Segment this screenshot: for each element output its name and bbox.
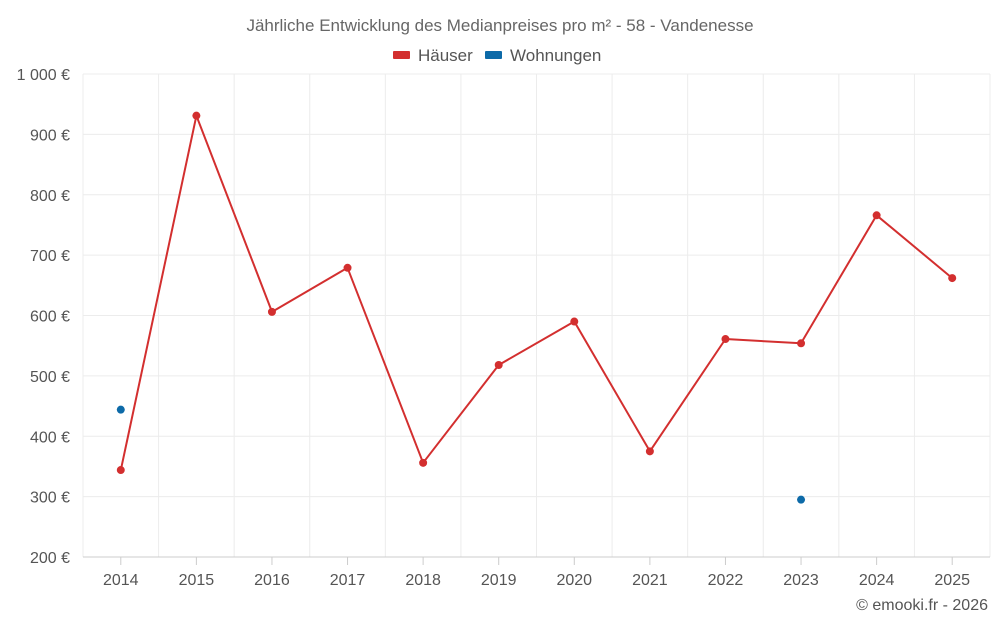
x-tick-label-2018: 2018 <box>405 572 441 589</box>
y-axis: 200 € 300 € 400 € 500 € 600 € 700 € 800 € 900 €… <box>17 67 70 567</box>
y-tick-label: 400 € <box>30 429 70 446</box>
data-point-haeuser-2015[interactable] <box>192 111 201 120</box>
y-tick-label: 500 € <box>30 369 70 386</box>
data-point-haeuser-2019[interactable] <box>494 361 503 370</box>
y-tick-label: 800 € <box>30 188 70 205</box>
data-point-haeuser-2024[interactable] <box>872 211 881 220</box>
data-point-haeuser-2018[interactable] <box>419 458 428 467</box>
x-tick-label-2025: 2025 <box>934 572 970 589</box>
series-haeuser <box>116 111 957 475</box>
legend: Häuser Wohnungen <box>393 46 601 65</box>
series-line-haeuser <box>119 114 953 471</box>
credit-text: © emooki.fr - 2026 <box>856 597 988 614</box>
x-tick-label-2019: 2019 <box>481 572 517 589</box>
legend-item-wohnungen[interactable]: Wohnungen <box>485 46 601 65</box>
data-point-haeuser-2016[interactable] <box>267 307 276 316</box>
legend-label-wohnungen: Wohnungen <box>510 46 601 65</box>
y-tick-label: 1 000 € <box>17 67 70 84</box>
chart-title: Jährliche Entwicklung des Medianpreises … <box>246 16 753 35</box>
data-point-haeuser-2022[interactable] <box>721 335 730 344</box>
x-tick-label-2021: 2021 <box>632 572 668 589</box>
y-tick-label: 200 € <box>30 550 70 567</box>
data-point-haeuser-2020[interactable] <box>570 317 579 326</box>
x-tick-label-2022: 2022 <box>708 572 744 589</box>
y-tick-label: 700 € <box>30 248 70 265</box>
x-axis: 2014 2015 2016 2017 2018 2019 2020 2021 2022 2023… <box>83 556 990 589</box>
legend-item-haeuser[interactable]: Häuser <box>393 46 473 65</box>
legend-swatch-haeuser <box>393 51 410 59</box>
x-tick-label-2015: 2015 <box>179 572 215 589</box>
data-point-haeuser-2017[interactable] <box>343 263 352 272</box>
data-point-haeuser-2014[interactable] <box>116 466 125 475</box>
legend-swatch-wohnungen <box>485 51 502 59</box>
grid <box>82 73 991 557</box>
x-tick-label-2024: 2024 <box>859 572 895 589</box>
x-tick-label-2016: 2016 <box>254 572 290 589</box>
data-point-haeuser-2021[interactable] <box>645 447 654 456</box>
y-tick-label: 300 € <box>30 490 70 507</box>
data-point-wohnungen-2023[interactable] <box>797 495 806 504</box>
y-tick-label: 600 € <box>30 309 70 326</box>
data-point-wohnungen-2014[interactable] <box>116 405 125 414</box>
legend-label-haeuser: Häuser <box>418 46 473 65</box>
data-point-haeuser-2023[interactable] <box>797 339 806 348</box>
x-tick-label-2020: 2020 <box>556 572 592 589</box>
x-tick-label-2014: 2014 <box>103 572 139 589</box>
series-wohnungen <box>116 405 806 504</box>
y-tick-label: 900 € <box>30 127 70 144</box>
x-tick-label-2023: 2023 <box>783 572 819 589</box>
series-layer <box>116 111 957 504</box>
x-tick-label-2017: 2017 <box>330 572 366 589</box>
data-point-haeuser-2025[interactable] <box>948 274 957 283</box>
